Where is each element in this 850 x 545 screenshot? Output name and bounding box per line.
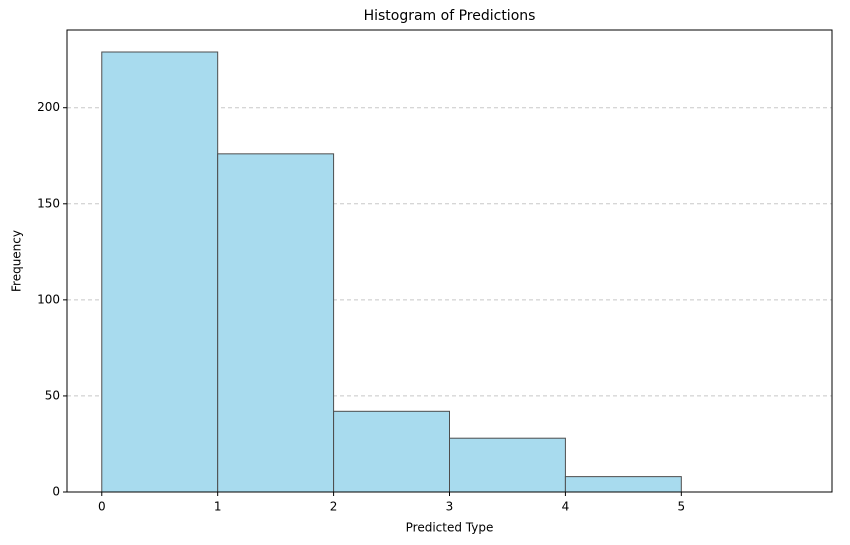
y-tick-label: 0 <box>52 485 60 499</box>
x-tick-label: 0 <box>98 500 106 514</box>
chart-title: Histogram of Predictions <box>364 8 536 24</box>
bar <box>449 437 566 493</box>
x-tick-label: 4 <box>562 500 570 514</box>
y-tick-label: 200 <box>37 100 60 114</box>
bar <box>564 476 682 493</box>
x-tick-label: 1 <box>214 500 222 514</box>
y-axis-label: Frequency <box>10 230 24 292</box>
x-tick-label: 3 <box>446 500 454 514</box>
plot-frame <box>66 29 833 493</box>
bar <box>217 153 335 493</box>
y-tick-label: 100 <box>37 292 60 306</box>
x-tick-label: 5 <box>677 500 685 514</box>
bar <box>101 51 219 493</box>
bar <box>333 410 450 493</box>
x-tick-label: 2 <box>330 500 338 514</box>
y-tick-label: 50 <box>45 388 60 402</box>
y-tick-label: 150 <box>37 196 60 210</box>
x-axis-label: Predicted Type <box>406 521 494 535</box>
